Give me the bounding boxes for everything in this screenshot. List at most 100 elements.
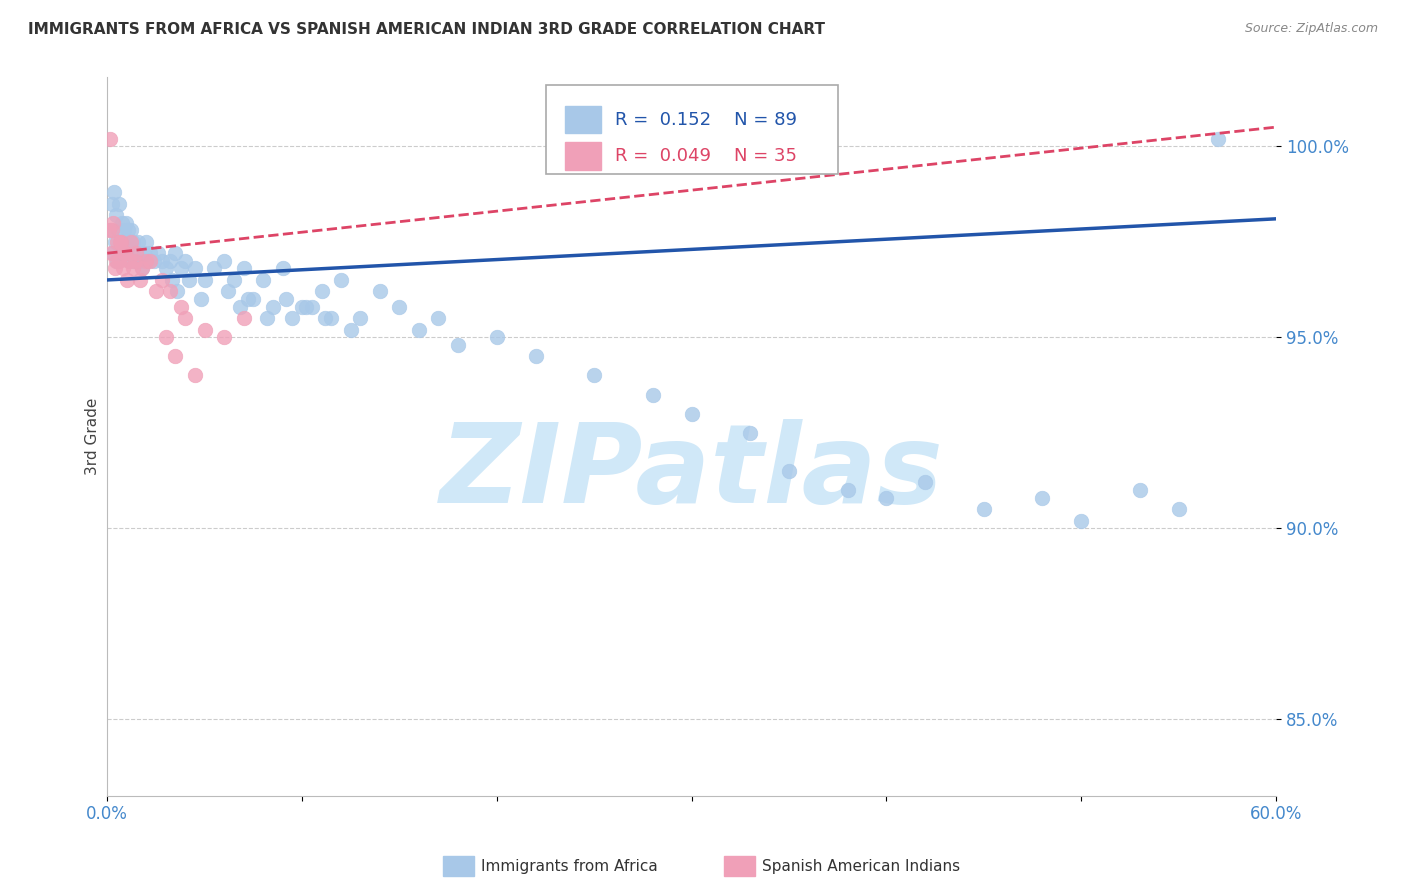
- Point: [135, 235, 157, 249]
- Point: [202, 261, 225, 276]
- Point: [583, 368, 606, 383]
- Point: [117, 223, 139, 237]
- Point: [134, 246, 156, 260]
- Point: [165, 350, 187, 364]
- Point: [165, 246, 187, 260]
- Point: [98, 131, 121, 145]
- Point: [184, 261, 207, 276]
- Point: [295, 300, 318, 314]
- Point: [321, 311, 343, 326]
- Point: [114, 235, 136, 249]
- Point: [368, 285, 391, 299]
- Point: [740, 425, 762, 440]
- Point: [108, 196, 131, 211]
- Point: [228, 300, 250, 314]
- Text: Immigrants from Africa: Immigrants from Africa: [481, 859, 658, 873]
- Point: [914, 475, 936, 490]
- Point: [107, 223, 129, 237]
- Point: [837, 483, 859, 497]
- Text: Spanish American Indians: Spanish American Indians: [762, 859, 960, 873]
- Point: [143, 253, 166, 268]
- Point: [118, 235, 141, 249]
- Point: [101, 196, 124, 211]
- Point: [114, 246, 136, 260]
- Point: [252, 273, 274, 287]
- Point: [194, 323, 217, 337]
- Point: [271, 261, 294, 276]
- Point: [184, 368, 207, 383]
- Point: [139, 253, 162, 268]
- Point: [159, 253, 181, 268]
- Point: [108, 253, 131, 268]
- Point: [217, 285, 239, 299]
- Point: [131, 261, 153, 276]
- Point: [174, 253, 197, 268]
- Point: [135, 253, 157, 268]
- Point: [108, 235, 131, 249]
- Point: [125, 246, 148, 260]
- Point: [105, 208, 128, 222]
- Point: [101, 223, 124, 237]
- Point: [115, 243, 138, 257]
- Point: [121, 261, 143, 276]
- Point: [145, 285, 167, 299]
- Point: [236, 292, 259, 306]
- Point: [339, 323, 361, 337]
- Text: ZIPatlas: ZIPatlas: [440, 419, 943, 526]
- Point: [1070, 514, 1092, 528]
- Point: [100, 246, 122, 260]
- Point: [104, 261, 127, 276]
- Point: [105, 253, 128, 268]
- Point: [256, 311, 278, 326]
- Point: [101, 216, 124, 230]
- Point: [131, 261, 153, 276]
- Point: [388, 300, 411, 314]
- Point: [314, 311, 336, 326]
- Point: [111, 246, 134, 260]
- Point: [111, 216, 134, 230]
- Point: [1206, 131, 1229, 145]
- Point: [150, 273, 173, 287]
- Point: [100, 223, 122, 237]
- Point: [177, 273, 200, 287]
- Point: [681, 407, 703, 421]
- Point: [281, 311, 304, 326]
- Point: [139, 246, 162, 260]
- Point: [155, 330, 177, 344]
- Point: [118, 253, 141, 268]
- Point: [111, 261, 134, 276]
- Point: [110, 235, 132, 249]
- Point: [524, 350, 547, 364]
- Text: R =  0.152    N = 89: R = 0.152 N = 89: [614, 111, 797, 128]
- Point: [146, 246, 169, 260]
- Point: [232, 311, 254, 326]
- Point: [127, 235, 149, 249]
- Point: [190, 292, 212, 306]
- Point: [125, 246, 148, 260]
- Text: Source: ZipAtlas.com: Source: ZipAtlas.com: [1244, 22, 1378, 36]
- Point: [641, 387, 664, 401]
- Text: R =  0.049    N = 35: R = 0.049 N = 35: [614, 147, 797, 165]
- Point: [115, 273, 138, 287]
- Point: [427, 311, 450, 326]
- Point: [291, 300, 314, 314]
- Point: [114, 216, 136, 230]
- Point: [170, 261, 193, 276]
- Point: [222, 273, 245, 287]
- Point: [112, 246, 135, 260]
- Point: [120, 235, 142, 249]
- Point: [408, 323, 430, 337]
- Point: [311, 285, 333, 299]
- Point: [1167, 502, 1189, 516]
- Point: [212, 253, 235, 268]
- Point: [150, 253, 173, 268]
- Point: [124, 253, 146, 268]
- Point: [875, 491, 897, 505]
- Bar: [565, 143, 600, 169]
- Point: [155, 261, 177, 276]
- Point: [301, 300, 323, 314]
- Point: [212, 330, 235, 344]
- Point: [349, 311, 371, 326]
- Point: [105, 253, 128, 268]
- Point: [120, 223, 142, 237]
